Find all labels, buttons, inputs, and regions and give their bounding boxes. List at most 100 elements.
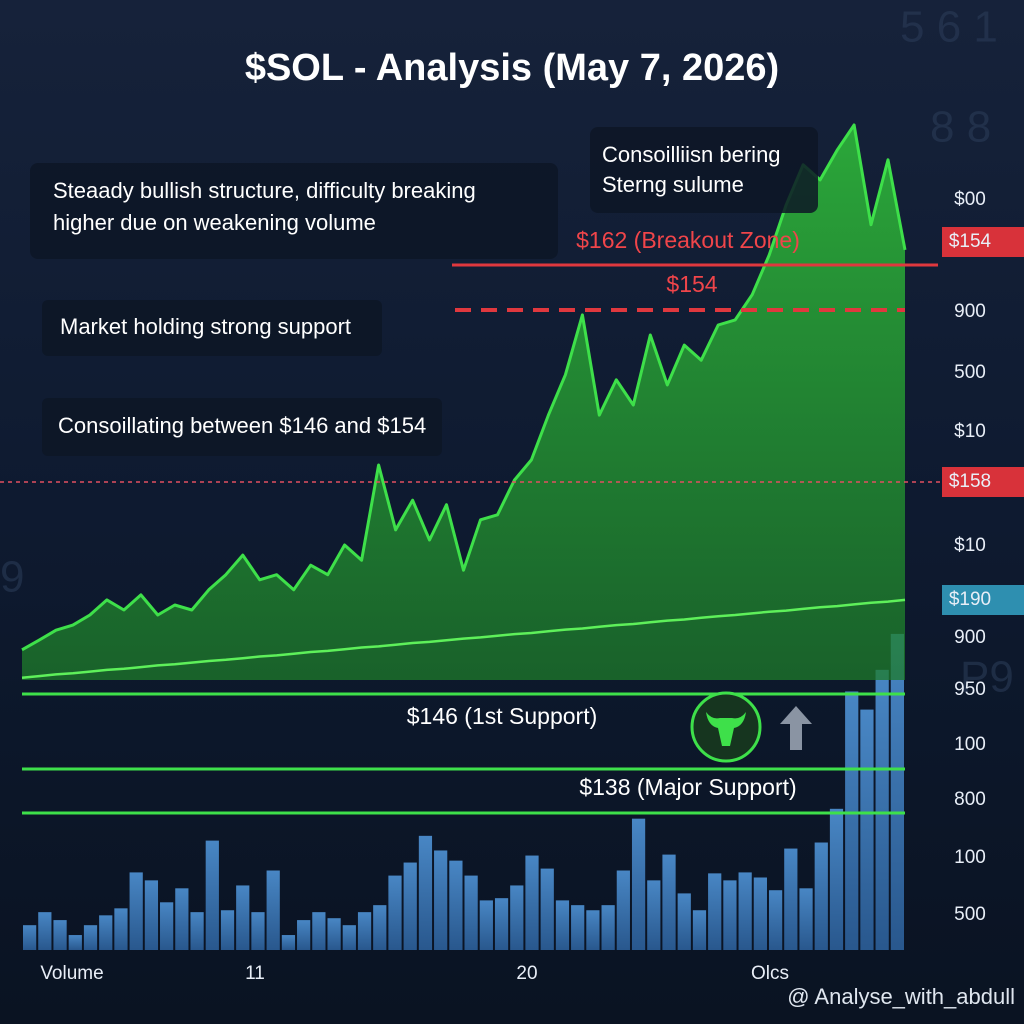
volume-bar	[129, 872, 143, 950]
plot-area	[21, 123, 907, 950]
y-tick-label: 500	[954, 904, 986, 925]
volume-bar	[677, 893, 691, 950]
volume-bar	[662, 854, 676, 950]
volume-bar	[723, 880, 737, 950]
price-area	[22, 125, 905, 680]
volume-bar	[708, 873, 722, 950]
volume-bar	[464, 875, 478, 950]
chart-title: $SOL - Analysis (May 7, 2026)	[245, 47, 779, 89]
volume-bar	[555, 900, 570, 950]
volume-bar	[388, 875, 402, 950]
y-tick-label: 950	[954, 679, 986, 700]
y-tick-label: 100	[954, 847, 986, 868]
svg-text:5 6 1: 5 6 1	[900, 3, 998, 52]
volume-bar	[418, 835, 433, 950]
volume-bar	[753, 877, 767, 950]
x-tick-label: 20	[516, 963, 537, 984]
volume-bar	[83, 925, 98, 950]
y-tick-label: 900	[954, 627, 986, 648]
y-tick-label: $10	[954, 421, 986, 442]
volume-bar	[327, 918, 341, 950]
volume-bar	[175, 888, 189, 950]
annotation: higher due on weakening volume	[53, 210, 376, 235]
volume-bar	[571, 905, 585, 950]
level-label: $162 (Breakout Zone)	[576, 227, 800, 253]
y-tick-label: 900	[954, 301, 986, 322]
volume-bar	[829, 808, 844, 950]
volume-bar	[23, 925, 37, 950]
volume-bar	[373, 905, 387, 950]
price-badge	[942, 227, 1024, 257]
volume-bar	[449, 860, 463, 950]
price-badge	[942, 585, 1024, 615]
volume-bar	[236, 885, 250, 950]
volume-bar	[799, 888, 813, 950]
volume-bar	[38, 912, 52, 950]
annotation: Market holding strong support	[60, 314, 351, 339]
volume-bar	[525, 855, 539, 950]
y-tick-label: $190	[949, 589, 991, 610]
x-tick-label: Olcs	[751, 963, 789, 984]
y-tick-label: 100	[954, 734, 986, 755]
volume-bar	[494, 898, 509, 950]
y-tick-label: $154	[949, 231, 992, 252]
y-tick-label: 500	[954, 362, 986, 383]
svg-text:8 8: 8 8	[930, 103, 991, 152]
moving-average	[21, 598, 906, 680]
volume-bar	[601, 905, 615, 950]
y-tick-label: $158	[949, 471, 991, 492]
annotation-box	[42, 398, 442, 456]
annotation-box	[42, 300, 382, 356]
x-tick-label: Volume	[40, 963, 103, 984]
x-tick-label: 11	[245, 963, 265, 984]
volume-bar	[647, 880, 661, 950]
price-line	[21, 123, 907, 652]
bg-decor: 5 6 1 8 8 P9 9	[0, 3, 1014, 702]
volume-bar	[53, 920, 67, 950]
volume-bar	[814, 842, 828, 950]
volume-bar	[297, 920, 311, 950]
volume-bar	[160, 902, 174, 950]
annotation: Consoilliisn bering	[602, 142, 781, 167]
volume-bar	[860, 709, 874, 950]
y-tick-label: $00	[954, 189, 986, 210]
volume-bar	[281, 935, 296, 950]
y-tick-label: 800	[954, 789, 986, 810]
annotation: Consoillating between $146 and $154	[58, 413, 426, 438]
volume-bar	[768, 890, 783, 950]
volume-bar	[875, 669, 889, 950]
price-badge	[942, 467, 1024, 497]
watermark: @ Analyse_with_abdull	[787, 984, 1015, 1009]
volume-bar	[631, 818, 646, 950]
y-tick-label: $10	[954, 535, 986, 556]
annotation-box	[590, 127, 818, 213]
volume-bar	[266, 870, 280, 950]
level-label: $138 (Major Support)	[579, 774, 796, 800]
volume-bar	[845, 691, 859, 950]
volume-bar	[738, 872, 752, 950]
volume-bar	[114, 908, 128, 950]
volume-bar	[586, 910, 600, 950]
annotation: Steaady bullish structure, difficulty br…	[53, 178, 476, 203]
volume-bar	[312, 912, 326, 950]
volume-bar	[342, 925, 356, 950]
volume-bar	[479, 900, 493, 950]
volume-bar	[403, 862, 417, 950]
annotation-box	[30, 163, 558, 259]
volume-bar	[68, 935, 82, 950]
volume-bar	[144, 880, 159, 950]
annotation: Sterng sulume	[602, 172, 744, 197]
volume-bar	[357, 912, 372, 950]
volume-bar	[616, 870, 630, 950]
level-label: $146 (1st Support)	[407, 703, 598, 729]
volume-bar	[510, 885, 524, 950]
volume-bar	[205, 840, 219, 950]
volume-bar	[220, 910, 235, 950]
volume-bar	[190, 912, 204, 950]
volume-bar	[434, 850, 448, 950]
svg-text:P9: P9	[960, 653, 1014, 702]
svg-text:9: 9	[0, 553, 24, 602]
volume-bar	[784, 848, 798, 950]
